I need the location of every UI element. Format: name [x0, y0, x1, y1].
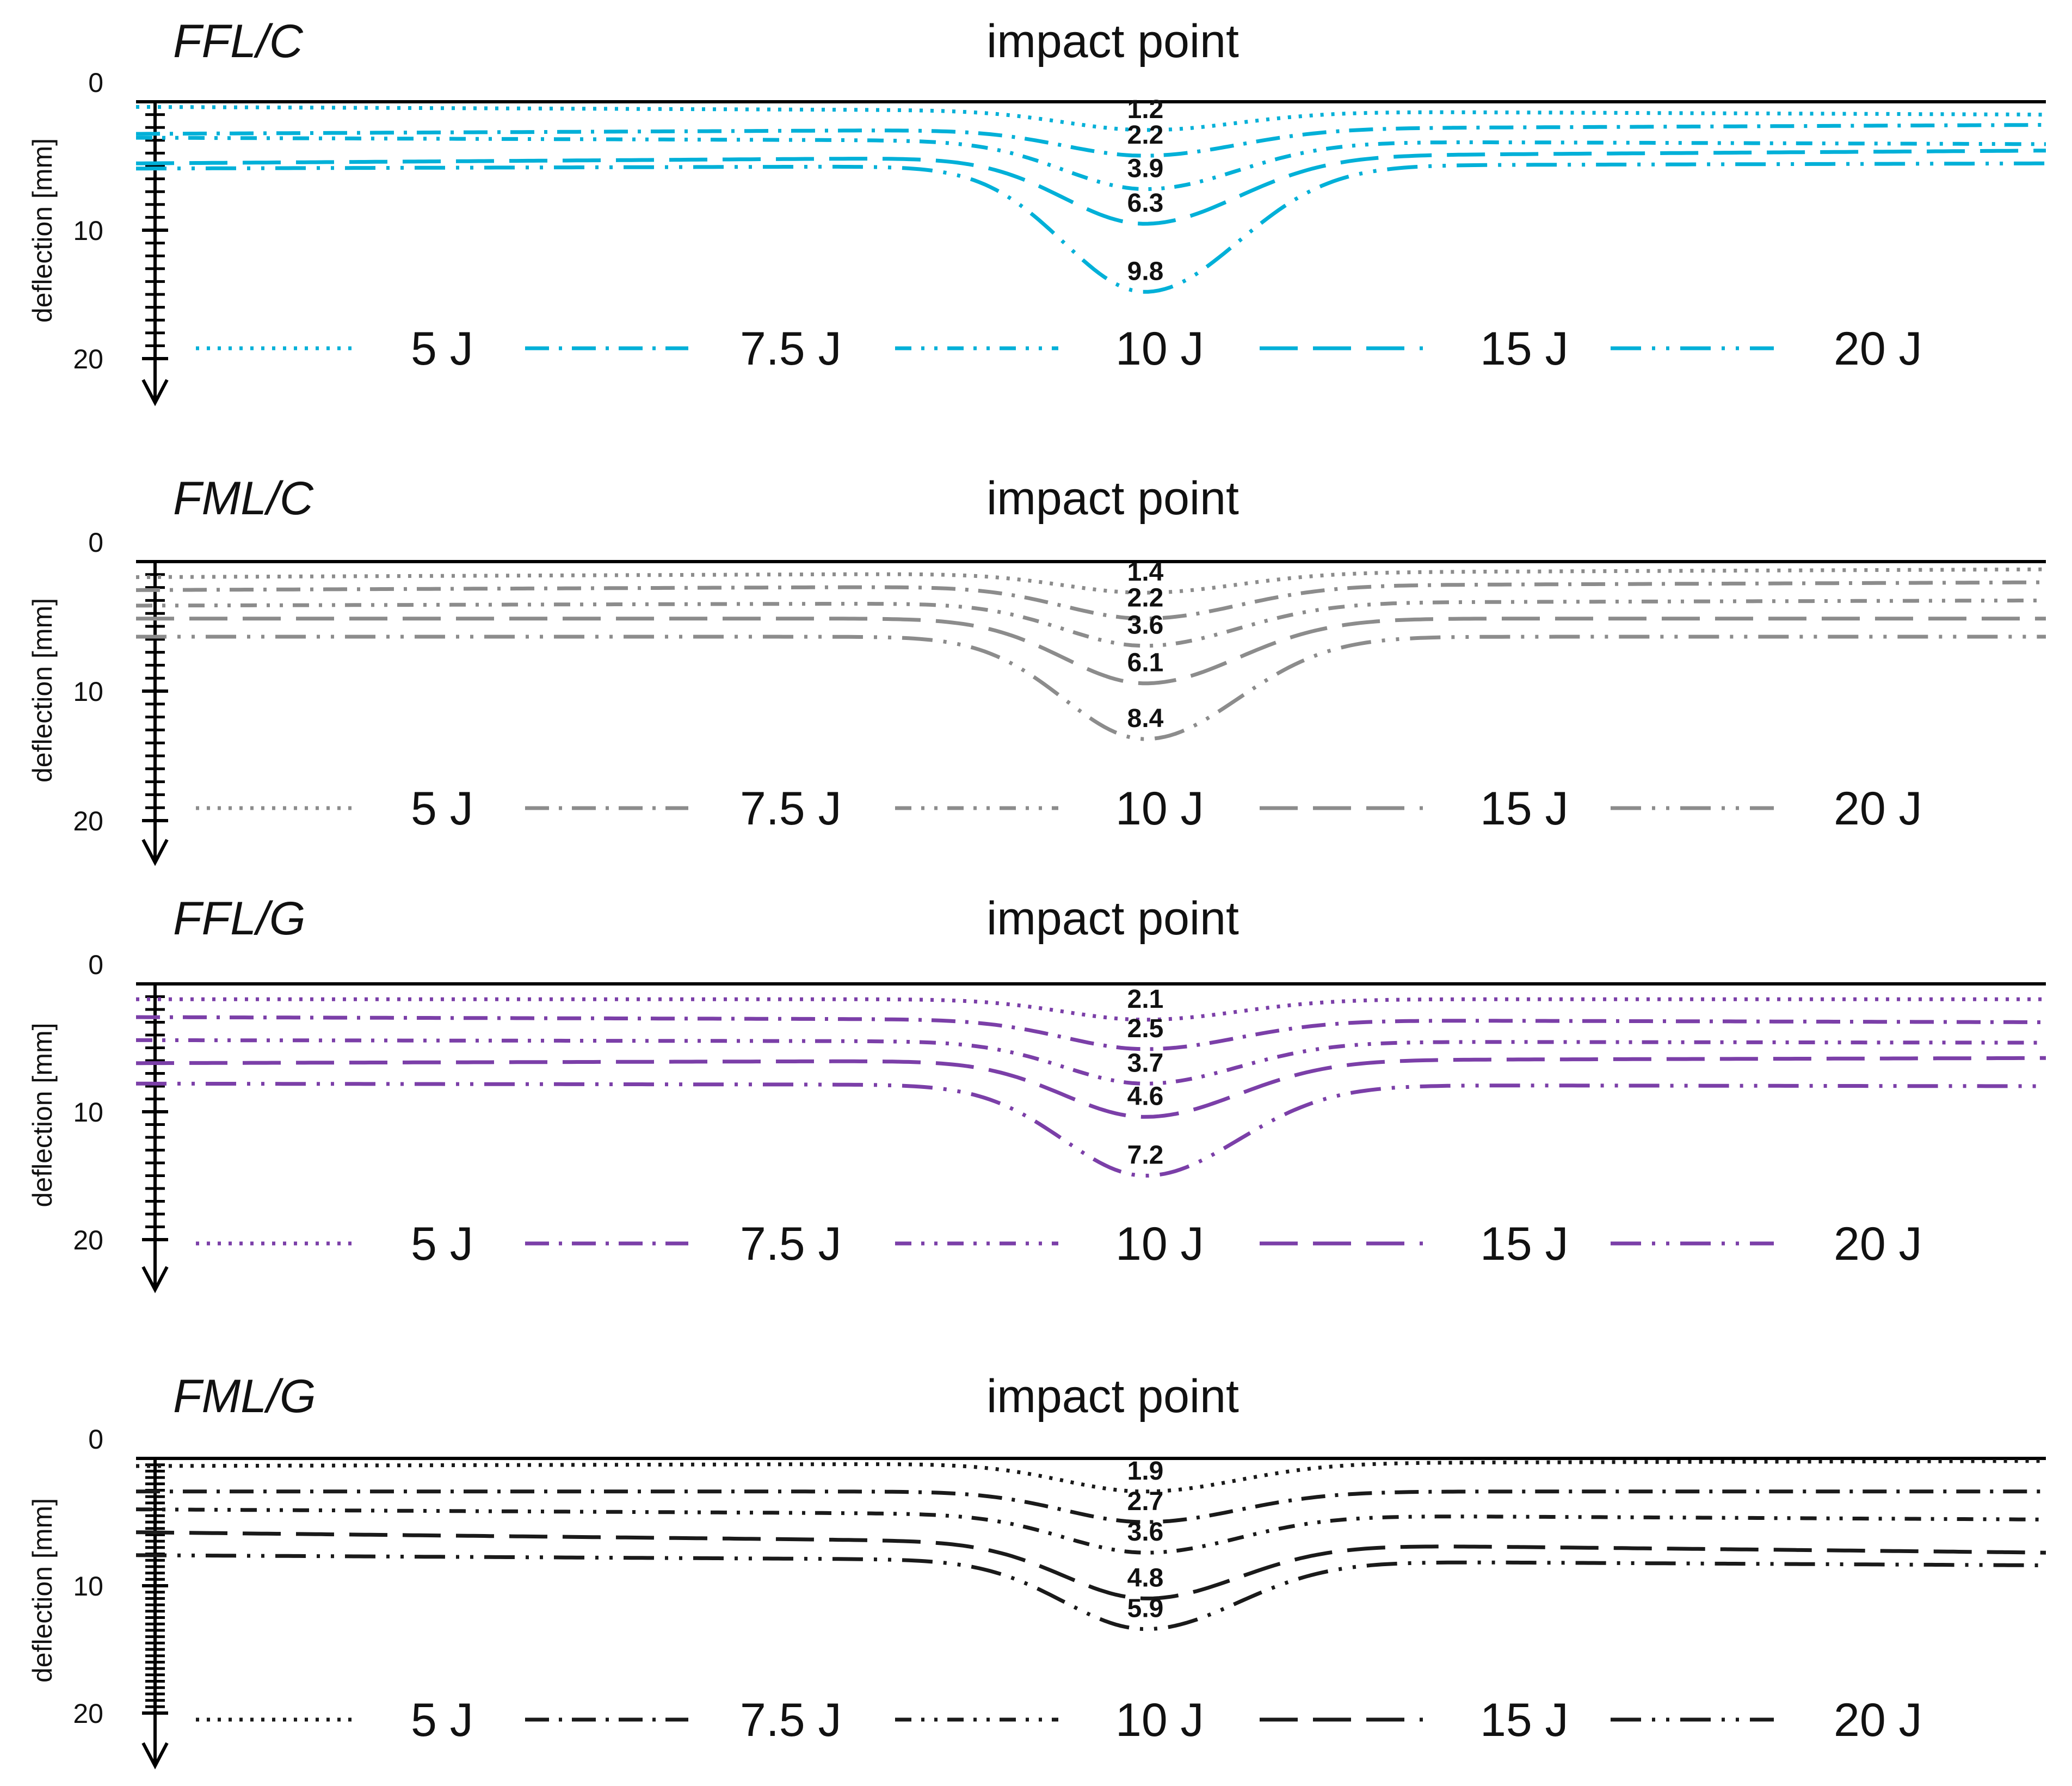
y-tick-label: 20 — [73, 344, 103, 374]
legend-label: 10 J — [1115, 1218, 1204, 1270]
impact-point-label: impact point — [986, 1370, 1239, 1422]
y-axis-arrow — [141, 1742, 169, 1770]
impact-point-label: impact point — [986, 15, 1239, 67]
y-tick-label: 0 — [88, 67, 103, 98]
data-label: 2.5 — [1127, 1014, 1164, 1043]
y-axis-title: deflection [mm] — [27, 138, 58, 323]
series-line-5J — [136, 997, 2046, 1022]
legend-label: 20 J — [1834, 1694, 1922, 1746]
panel-title: FML/G — [173, 1370, 316, 1422]
chart-panels: FFL/C impact point 0 10 20 deflection [mm] 1.2… — [27, 15, 2046, 1770]
data-label: 3.6 — [1127, 611, 1164, 640]
series-line-10J — [136, 598, 2046, 648]
y-tick-label: 10 — [73, 215, 103, 246]
y-axis-arrow — [141, 839, 169, 866]
panel-fml-g: FML/G impact point 0 10 20 deflection [mm] 1.9… — [27, 1370, 2046, 1770]
legend-label: 5 J — [411, 1218, 473, 1270]
panel-title: FML/C — [173, 472, 314, 525]
legend-label: 15 J — [1480, 1218, 1569, 1270]
y-tick-label: 10 — [73, 1571, 103, 1602]
panel-title: FFL/G — [173, 892, 306, 945]
series-line-20J — [136, 1081, 2046, 1178]
series-line-7-5J — [136, 1015, 2046, 1051]
series-line-5J — [135, 104, 2046, 132]
y-tick-label: 20 — [73, 1225, 103, 1255]
data-label: 3.6 — [1127, 1518, 1164, 1547]
y-tick-label: 20 — [73, 1698, 103, 1729]
panel-ffl-g: FFL/G impact point 0 10 20 deflection [mm] 2.1… — [27, 892, 2046, 1294]
series-line-7-5J — [136, 1489, 2046, 1524]
y-tick-label: 10 — [73, 1097, 103, 1128]
legend-label: 5 J — [411, 323, 473, 375]
series-line-10J — [136, 1038, 2046, 1086]
legend-label: 20 J — [1834, 1218, 1922, 1270]
data-label: 2.7 — [1127, 1487, 1164, 1516]
series-line-10J — [136, 136, 2046, 192]
series-line-15J — [135, 149, 2046, 226]
series-line-10J — [135, 1507, 2046, 1555]
impact-point-label: impact point — [986, 472, 1239, 525]
data-label: 6.1 — [1127, 649, 1164, 678]
data-label: 2.2 — [1127, 121, 1164, 150]
data-label: 8.4 — [1127, 704, 1164, 733]
data-label: 1.4 — [1127, 558, 1164, 587]
series-line-20J — [136, 161, 2046, 294]
data-label: 3.9 — [1127, 154, 1164, 183]
legend-label: 5 J — [411, 1694, 473, 1746]
data-label: 4.8 — [1127, 1563, 1164, 1592]
data-label: 4.6 — [1127, 1082, 1164, 1111]
legend-label: 15 J — [1480, 323, 1569, 375]
legend-label: 20 J — [1834, 783, 1922, 835]
series-line-20J — [135, 1553, 2046, 1631]
data-label: 7.2 — [1127, 1141, 1164, 1170]
panel-title: FFL/C — [173, 15, 304, 67]
series-line-5J — [136, 1459, 2046, 1494]
impact-point-label: impact point — [986, 892, 1239, 945]
legend-label: 15 J — [1480, 783, 1569, 835]
y-tick-label: 0 — [88, 1424, 103, 1455]
y-axis-arrow — [141, 379, 169, 407]
data-label: 1.2 — [1127, 95, 1164, 124]
legend-label: 15 J — [1480, 1694, 1569, 1746]
legend-label: 7.5 J — [740, 783, 841, 835]
y-axis-title: deflection [mm] — [27, 1023, 58, 1207]
legend-label: 5 J — [411, 783, 473, 835]
legend-label: 10 J — [1115, 323, 1204, 375]
series-line-5J — [135, 567, 2046, 595]
y-tick-label: 0 — [88, 950, 103, 980]
panel-ffl-c: FFL/C impact point 0 10 20 deflection [mm] 1.2… — [27, 15, 2046, 407]
legend-label: 10 J — [1115, 783, 1204, 835]
legend-label: 10 J — [1115, 1694, 1204, 1746]
data-label: 3.7 — [1127, 1049, 1164, 1077]
data-label: 1.9 — [1127, 1457, 1164, 1486]
panel-fml-c: FML/C impact point 0 10 20 deflection [mm] 1.4… — [27, 472, 2046, 866]
data-label: 9.8 — [1127, 257, 1164, 286]
y-tick-label: 20 — [73, 806, 103, 836]
y-axis-title: deflection [mm] — [27, 1498, 58, 1683]
legend-label: 7.5 J — [740, 1218, 841, 1270]
series-line-15J — [135, 1530, 2046, 1600]
series-line-7-5J — [136, 123, 2046, 158]
series-line-20J — [136, 635, 2046, 741]
series-line-15J — [136, 1056, 2046, 1119]
legend-label: 7.5 J — [740, 323, 841, 375]
data-label: 2.2 — [1127, 584, 1164, 613]
y-tick-label: 0 — [88, 527, 103, 558]
series-line-15J — [136, 617, 2046, 686]
legend-label: 20 J — [1834, 323, 1922, 375]
data-label: 5.9 — [1127, 1594, 1164, 1623]
y-axis-arrow — [141, 1266, 169, 1294]
y-axis-title: deflection [mm] — [27, 598, 58, 783]
y-tick-label: 10 — [73, 676, 103, 707]
data-label: 2.1 — [1127, 985, 1164, 1014]
series-line-7-5J — [135, 580, 2046, 621]
legend-label: 7.5 J — [740, 1694, 841, 1746]
data-label: 6.3 — [1127, 189, 1164, 218]
